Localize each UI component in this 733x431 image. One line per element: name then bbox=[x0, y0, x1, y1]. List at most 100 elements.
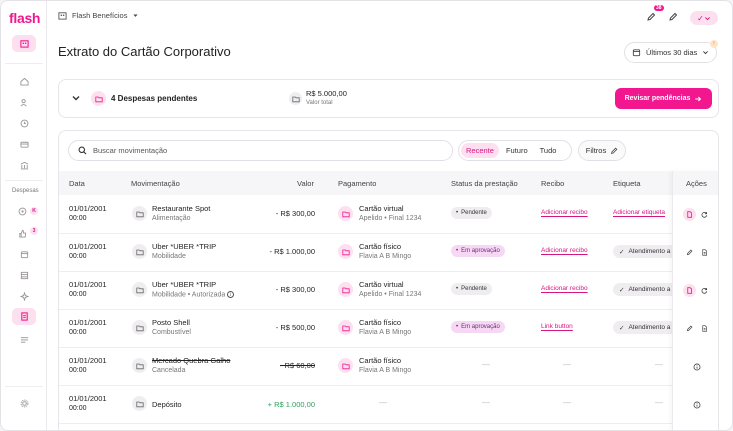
tab-all[interactable]: Tudo bbox=[539, 146, 557, 155]
table-row-movement[interactable]: Uber *UBER *TRIP Mobilidade • Autorizada … bbox=[152, 280, 235, 298]
table-row-movement[interactable]: Restaurante Spot Alimentação bbox=[152, 204, 211, 222]
view-document-button[interactable] bbox=[698, 246, 711, 259]
notifications-button[interactable]: 38 bbox=[646, 5, 664, 27]
sidebar-item-people[interactable] bbox=[17, 95, 31, 109]
search-input[interactable] bbox=[93, 146, 433, 155]
sidebar-item-settings[interactable] bbox=[17, 396, 31, 410]
thumbs-up-icon bbox=[18, 229, 26, 238]
pencil-icon bbox=[669, 12, 678, 21]
flash-logo[interactable]: flash bbox=[9, 10, 41, 26]
table-row-date: 01/01/2001 00:00 bbox=[69, 242, 107, 260]
edit-button[interactable] bbox=[668, 9, 678, 27]
folder-icon bbox=[338, 358, 353, 373]
add-receipt-link[interactable]: Adicionar recibo bbox=[541, 209, 588, 216]
folder-icon bbox=[132, 358, 147, 373]
edit-row-button[interactable] bbox=[683, 322, 696, 335]
header-status[interactable]: Status da prestação bbox=[451, 179, 518, 188]
search-icon bbox=[78, 146, 87, 155]
table-row-value: + R$ 1.000,00 bbox=[267, 400, 315, 409]
sync-button[interactable] bbox=[698, 208, 711, 221]
search-box[interactable] bbox=[68, 140, 453, 161]
table-row-movement[interactable]: Depósito bbox=[152, 400, 182, 409]
header-date[interactable]: Data bbox=[69, 179, 85, 188]
details-button[interactable] bbox=[690, 360, 703, 373]
total-value: R$ 5.000,00 bbox=[306, 89, 347, 98]
table-row-movement[interactable]: Mercado Quebra Galho Cancelada bbox=[152, 356, 231, 374]
table-row-date: 01/01/2001 00:00 bbox=[69, 204, 107, 222]
people-icon bbox=[20, 98, 27, 106]
sidebar-item-home-active[interactable] bbox=[12, 35, 36, 52]
folder-icon bbox=[289, 92, 302, 105]
tag-chip[interactable]: ✓ Atendimento a bbox=[613, 245, 677, 258]
arrow-right-icon bbox=[695, 96, 702, 101]
header-tag[interactable]: Etiqueta bbox=[613, 179, 641, 188]
user-menu[interactable]: ✓ bbox=[690, 11, 718, 25]
actions-header-bg bbox=[673, 171, 718, 195]
header-movement[interactable]: Movimentação bbox=[131, 179, 180, 188]
sync-button[interactable] bbox=[698, 284, 711, 297]
header-value[interactable]: Valor bbox=[297, 179, 314, 188]
header-receipt[interactable]: Recibo bbox=[541, 179, 565, 188]
table-row-value: - R$ 1.000,00 bbox=[269, 247, 315, 256]
sidebar-item-home[interactable] bbox=[17, 74, 31, 88]
pencil-icon bbox=[686, 325, 693, 332]
sidebar-item-history[interactable] bbox=[17, 116, 31, 130]
attach-file-button[interactable] bbox=[683, 208, 696, 221]
add-tag-link[interactable]: Adicionar etiqueta bbox=[613, 209, 666, 216]
row-divider bbox=[59, 347, 718, 348]
sidebar-item-wallet[interactable] bbox=[17, 247, 31, 261]
tab-future[interactable]: Futuro bbox=[505, 146, 528, 155]
receipt-link-button[interactable]: Link button bbox=[541, 323, 573, 330]
sidebar-item-expenses-k[interactable] bbox=[15, 204, 29, 218]
sidebar-item-bank[interactable] bbox=[17, 158, 31, 172]
info-icon bbox=[693, 401, 700, 408]
sidebar-item-cards[interactable] bbox=[17, 137, 31, 151]
review-pending-button[interactable]: Revisar pendências bbox=[615, 88, 712, 109]
header-payment[interactable]: Pagamento bbox=[338, 179, 377, 188]
table-row-movement[interactable]: Uber *UBER *TRIP Mobilidade bbox=[152, 242, 217, 260]
view-document-button[interactable] bbox=[698, 322, 711, 335]
add-receipt-link[interactable]: Adicionar recibo bbox=[541, 285, 588, 292]
chevron-down-icon bbox=[72, 96, 80, 101]
table-row-movement[interactable]: Posto Shell Combustível bbox=[152, 318, 191, 336]
check-icon: ✓ bbox=[619, 248, 625, 256]
company-selector[interactable]: Flash Benefícios bbox=[58, 11, 139, 20]
empty-status: — bbox=[482, 398, 490, 407]
list-icon bbox=[20, 336, 28, 343]
attach-file-button[interactable] bbox=[683, 284, 696, 297]
period-selector[interactable]: Últimos 30 dias bbox=[624, 42, 717, 63]
file-icon bbox=[687, 287, 693, 294]
pen-notification-icon bbox=[647, 12, 656, 21]
row-divider bbox=[59, 271, 718, 272]
empty-status: — bbox=[482, 360, 490, 369]
sidebar-item-statement-active[interactable] bbox=[12, 308, 36, 325]
sidebar-item-sparkle[interactable] bbox=[17, 289, 31, 303]
calendar-icon bbox=[632, 49, 641, 57]
table-row-payment: Cartão virtual Apelido • Final 1234 bbox=[359, 204, 422, 222]
sidebar-badge-k: K bbox=[30, 207, 38, 215]
info-icon bbox=[693, 363, 700, 370]
sidebar-item-reports[interactable] bbox=[17, 268, 31, 282]
details-button[interactable] bbox=[690, 398, 703, 411]
home-icon bbox=[19, 77, 29, 86]
tab-recent[interactable]: Recente bbox=[461, 143, 499, 158]
expand-toggle[interactable] bbox=[71, 93, 81, 106]
edit-row-button[interactable] bbox=[683, 246, 696, 259]
building-icon bbox=[19, 40, 29, 48]
top-actions: 38 ✓ bbox=[646, 5, 718, 27]
tag-chip[interactable]: ✓ Atendimento a bbox=[613, 321, 677, 334]
row-divider bbox=[59, 385, 718, 386]
pencil-icon bbox=[686, 249, 693, 256]
add-receipt-link[interactable]: Adicionar recibo bbox=[541, 247, 588, 254]
folder-icon bbox=[132, 396, 147, 411]
empty-payment: — bbox=[379, 398, 387, 407]
sidebar-item-list[interactable] bbox=[17, 332, 31, 346]
header-actions: Ações bbox=[686, 179, 707, 188]
period-warning-badge: ! bbox=[710, 40, 718, 48]
sidebar-item-approvals[interactable] bbox=[15, 226, 29, 240]
table-row-date: 01/01/2001 00:00 bbox=[69, 280, 107, 298]
info-icon[interactable]: i bbox=[227, 291, 235, 298]
filters-button[interactable]: Filtros bbox=[578, 140, 626, 161]
sidebar-section-label: Despesas bbox=[12, 188, 39, 194]
tag-chip[interactable]: ✓ Atendimento a bbox=[613, 283, 677, 296]
